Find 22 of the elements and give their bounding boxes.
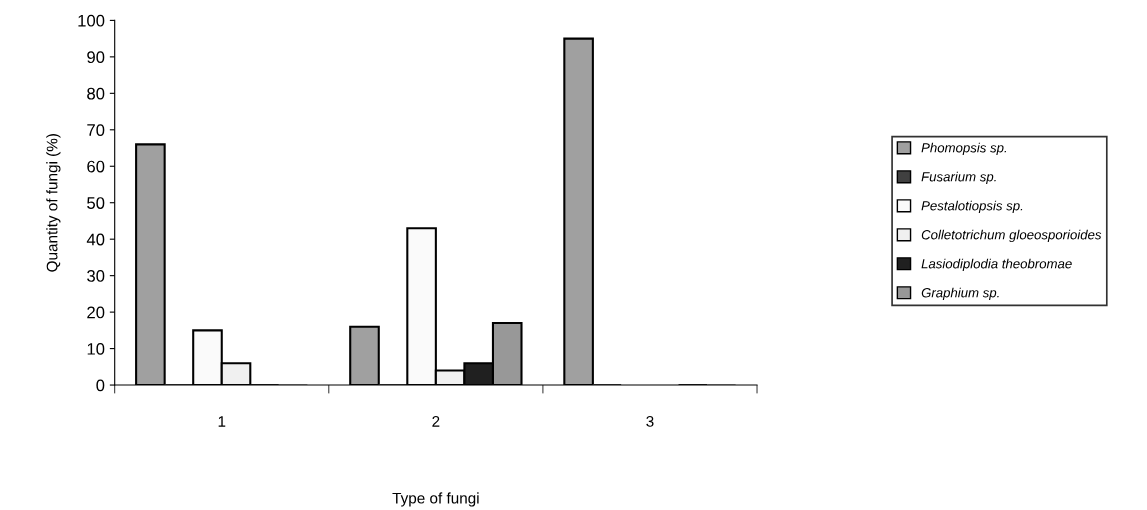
legend-label: Phomopsis sp. (921, 142, 1007, 156)
y-axis-title: Quantity of fungi (%) (46, 134, 61, 272)
legend-label: Colletotrichum gloeosporioides (921, 229, 1102, 243)
y-tick-label: 10 (87, 342, 105, 355)
y-tick-label: 70 (87, 124, 105, 136)
y-tick-label: 40 (86, 233, 105, 246)
legend-label: Lasiodiplodia theobromae (921, 258, 1072, 272)
legend-label: Fusarium sp. (921, 171, 996, 185)
x-tick-label: 3 (646, 416, 654, 427)
y-tick-label: 50 (87, 197, 105, 209)
x-axis-title: Type of fungi (392, 492, 479, 507)
y-tick-label: 90 (87, 51, 105, 64)
y-tick-label: 0 (96, 379, 105, 392)
legend-label: Graphium sp. (921, 287, 999, 301)
y-tick-label: 60 (87, 160, 105, 173)
y-tick-label: 100 (78, 14, 105, 27)
y-tick-label: 80 (87, 87, 105, 100)
y-tick-label: 20 (87, 306, 105, 319)
legend-label: Pestalotiopsis sp. (921, 200, 1023, 214)
x-tick-label: 2 (432, 416, 440, 427)
x-tick-label: 1 (218, 416, 226, 427)
y-tick-label: 30 (87, 270, 105, 282)
